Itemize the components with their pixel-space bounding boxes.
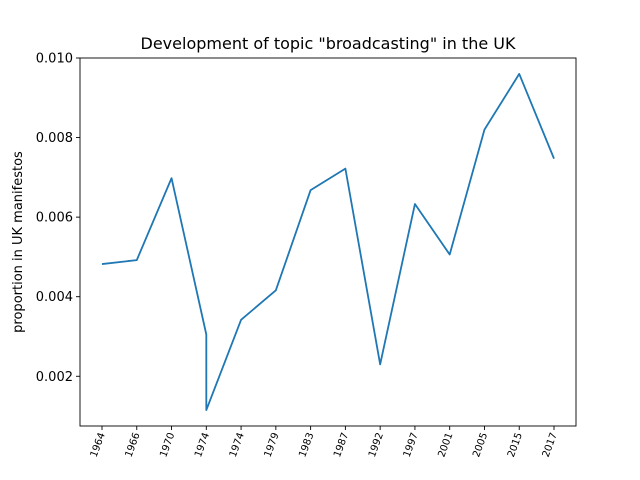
series-line-0 xyxy=(101,73,555,411)
y-tick-label-0: 0.002 xyxy=(36,370,73,385)
y-tick-label-2: 0.006 xyxy=(36,211,73,226)
axes-frame xyxy=(79,57,577,427)
y-tick-label-4: 0.010 xyxy=(36,52,73,67)
y-axis-label: proportion in UK manifestos xyxy=(11,151,26,333)
chart-title: Development of topic "broadcasting" in t… xyxy=(141,34,516,53)
y-tick-label-3: 0.008 xyxy=(36,131,73,146)
y-tick-label-1: 0.004 xyxy=(36,290,73,305)
